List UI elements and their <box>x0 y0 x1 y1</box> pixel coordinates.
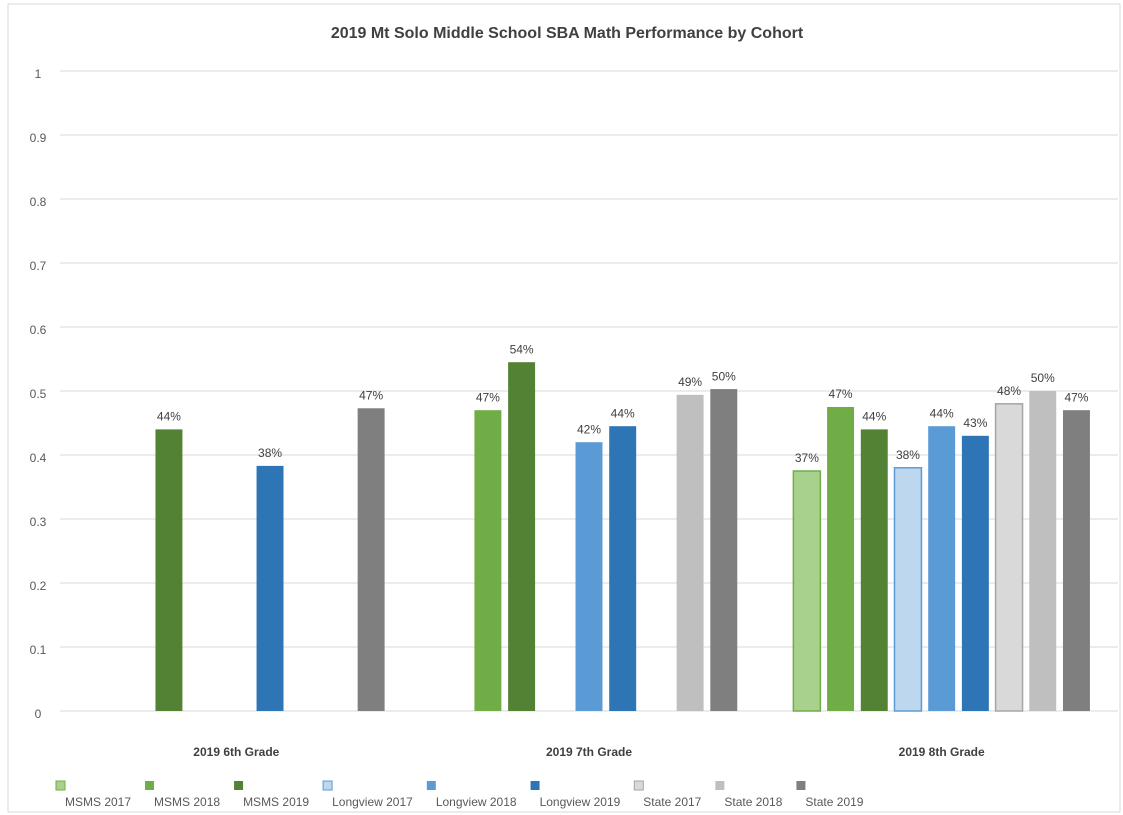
bar <box>710 389 738 711</box>
data-label: 47% <box>829 387 853 401</box>
bar <box>994 403 1024 712</box>
bar <box>893 467 923 712</box>
legend-swatch <box>322 780 333 791</box>
legend-label: Longview 2019 <box>540 795 621 809</box>
legend-label: MSMS 2019 <box>243 795 309 809</box>
bar <box>256 465 284 711</box>
legend-swatch <box>530 781 540 790</box>
data-label: 42% <box>577 422 601 436</box>
bar <box>1029 391 1057 711</box>
data-label: 48% <box>997 384 1021 398</box>
bar <box>961 435 989 711</box>
legend-swatch <box>633 780 644 791</box>
y-tick-label: 0.2 <box>30 579 47 593</box>
x-tick-label: 2019 6th Grade <box>193 745 279 759</box>
y-tick-label: 1 <box>35 67 42 81</box>
data-label: 50% <box>712 369 736 383</box>
data-label: 38% <box>258 446 282 460</box>
bar <box>155 429 183 711</box>
bar <box>609 426 637 711</box>
legend-label: MSMS 2017 <box>65 795 131 809</box>
y-tick-label: 0.1 <box>30 643 47 657</box>
data-label: 54% <box>510 342 534 356</box>
bar <box>792 470 822 712</box>
y-tick-label: 0.5 <box>30 387 47 401</box>
bar <box>1062 410 1090 711</box>
legend-label: State 2018 <box>724 795 782 809</box>
bar <box>928 426 956 711</box>
data-label: 47% <box>359 388 383 402</box>
legend-swatch <box>426 781 436 790</box>
data-label: 44% <box>862 410 886 424</box>
legend-swatch <box>55 780 66 791</box>
data-label: 44% <box>930 406 954 420</box>
data-label: 43% <box>963 416 987 430</box>
legend-label: MSMS 2018 <box>154 795 220 809</box>
bar <box>474 410 502 711</box>
y-tick-label: 0.8 <box>30 195 47 209</box>
chart-title: 2019 Mt Solo Middle School SBA Math Perf… <box>331 25 804 42</box>
legend-swatch <box>715 781 725 790</box>
bar <box>676 394 704 711</box>
bar <box>860 429 888 711</box>
y-tick-label: 0.9 <box>30 131 47 145</box>
legend-swatch <box>234 781 244 790</box>
legend-swatch <box>145 781 155 790</box>
legend-label: State 2017 <box>643 795 701 809</box>
legend-swatch <box>796 781 806 790</box>
data-label: 37% <box>795 451 819 465</box>
bar <box>575 442 603 711</box>
bar <box>827 407 855 711</box>
y-tick-label: 0.6 <box>30 323 47 337</box>
y-tick-label: 0 <box>35 707 42 721</box>
data-label: 47% <box>1064 390 1088 404</box>
data-label: 50% <box>1031 371 1055 385</box>
data-label: 44% <box>157 410 181 424</box>
legend-label: State 2019 <box>805 795 863 809</box>
bar <box>508 362 536 711</box>
data-label: 38% <box>896 448 920 462</box>
y-tick-label: 0.4 <box>30 451 47 465</box>
x-tick-label: 2019 7th Grade <box>546 745 632 759</box>
bar <box>357 408 385 711</box>
legend-label: Longview 2017 <box>332 795 413 809</box>
data-label: 44% <box>611 406 635 420</box>
data-label: 49% <box>678 375 702 389</box>
y-tick-label: 0.7 <box>30 259 47 273</box>
x-tick-label: 2019 8th Grade <box>899 745 985 759</box>
data-label: 47% <box>476 390 500 404</box>
legend-label: Longview 2018 <box>436 795 517 809</box>
y-tick-label: 0.3 <box>30 515 47 529</box>
